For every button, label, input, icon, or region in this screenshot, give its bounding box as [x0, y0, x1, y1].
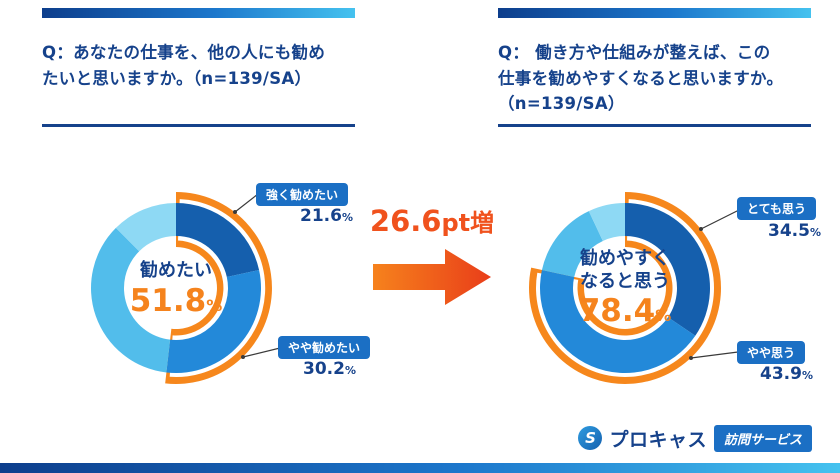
donut-chart-right: [528, 192, 721, 384]
question-right: Q： 働き方や仕組みが整えば、この 仕事を勧めやすくなると思いますか。 （n=1…: [498, 43, 784, 114]
unit-text: %: [809, 226, 821, 239]
unit-text: %: [801, 369, 813, 382]
service-badge: 訪問サービス: [713, 424, 812, 452]
top-accent-bar-left: [42, 8, 355, 18]
divider-left: [42, 124, 355, 127]
donut-center-label-left: 勧めたい 51.8%: [106, 260, 246, 320]
center-text: 勧めやすく なると思う: [580, 248, 670, 292]
callout-badge-strongly-agree: とても思う: [737, 197, 817, 220]
value-text: 30.2: [303, 359, 345, 379]
callout-badge-somewhat-recommend: やや勧めたい: [278, 336, 371, 359]
brand-name: プロキャス: [609, 428, 707, 451]
delta-suffix: pt増: [441, 209, 495, 237]
delta-value: 26.6: [369, 204, 442, 238]
brand-logo: S プロキャス 訪問サービス: [578, 424, 812, 452]
question-left: Q：あなたの仕事を、他の人にも勧め たいと思いますか。（n=139/SA）: [42, 43, 326, 88]
divider-right: [498, 124, 811, 127]
value-text: 34.5: [768, 221, 810, 241]
procas-logo-icon: S: [578, 426, 603, 450]
delta-text: 26.6pt増: [362, 204, 502, 238]
callout-pct-somewhat-recommend: 30.2%: [303, 359, 356, 379]
chart-panel-right: 勧めやすく なると思う 78.4% とても思う 34.5% やや思う 43.9%: [455, 178, 840, 398]
bottom-accent-bar: [0, 463, 840, 473]
top-accent-bar-right: [498, 8, 811, 18]
unit-text: %: [341, 211, 353, 224]
callout-badge-strongly-recommend: 強く勧めたい: [256, 183, 349, 206]
donut-chart-left: [91, 192, 272, 384]
value-text: 78.4: [578, 293, 656, 329]
value-text: 43.9: [760, 364, 802, 384]
unit-text: %: [206, 295, 223, 315]
callout-pct-strongly-agree: 34.5%: [768, 221, 821, 241]
callout-pct-somewhat-agree: 43.9%: [760, 364, 813, 384]
value-text: 21.6: [300, 206, 342, 226]
donut-center-label-right: 勧めやすく なると思う 78.4%: [555, 248, 695, 330]
center-text: 勧めたい: [140, 260, 212, 281]
delta-annotation: 26.6pt増: [362, 204, 502, 306]
chart-panel-left: 勧めたい 51.8% 強く勧めたい 21.6% やや勧めたい 30.2%: [40, 178, 435, 398]
center-value: 51.8%: [106, 283, 246, 320]
arrow-right-icon: [373, 248, 491, 305]
value-text: 51.8: [129, 282, 207, 319]
unit-text: %: [344, 364, 356, 377]
center-value: 78.4%: [555, 293, 695, 330]
callout-pct-strongly-recommend: 21.6%: [300, 206, 353, 226]
callout-badge-somewhat-agree: やや思う: [737, 341, 806, 364]
unit-text: %: [655, 306, 672, 325]
